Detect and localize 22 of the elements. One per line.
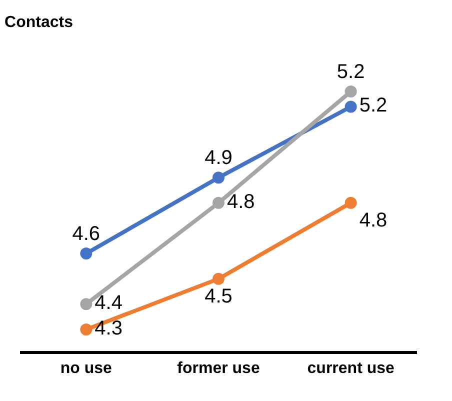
point (344, 100, 357, 113)
point (80, 298, 92, 310)
x-tick-label: current use (307, 360, 394, 378)
data-label: 4.4 (94, 292, 122, 314)
data-label: 4.9 (204, 147, 232, 170)
data-label: 4.8 (227, 190, 255, 213)
point (212, 172, 224, 184)
point (80, 323, 92, 336)
chart-title: Contacts (4, 14, 74, 32)
data-label: 4.8 (359, 209, 388, 232)
point (212, 196, 224, 209)
data-label: 4.6 (72, 223, 100, 246)
point (344, 196, 357, 209)
data-label: 5.2 (359, 94, 388, 117)
x-tick-label: no use (60, 360, 112, 378)
data-label: 4.3 (94, 317, 122, 340)
data-label: 4.5 (204, 285, 232, 308)
data-label: 5.2 (336, 61, 365, 84)
x-tick-label: former use (177, 360, 260, 378)
point (80, 248, 92, 260)
point (212, 272, 224, 285)
point (344, 86, 357, 98)
